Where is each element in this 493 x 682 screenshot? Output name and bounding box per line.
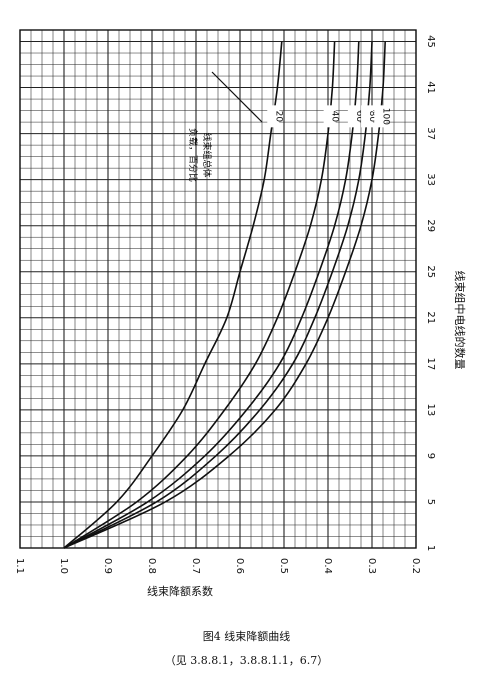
x-tick-label: 13 [425, 403, 436, 416]
series-label-bg-20 [267, 105, 280, 128]
y-tick-label: 0.9 [102, 558, 113, 574]
y-tick-label: 0.6 [234, 558, 245, 574]
y-tick-label: 0.8 [146, 558, 157, 574]
y-tick-label: 0.5 [278, 558, 289, 574]
figure-reference: （见 3.8.8.1，3.8.8.1.1，6.7） [164, 654, 329, 667]
x-tick-label: 29 [425, 219, 436, 232]
grid [19, 29, 417, 549]
y-tick-label: 1.1 [14, 558, 25, 574]
series-line-80 [63, 41, 373, 549]
series-label-bg-60 [347, 105, 360, 128]
series-label-60: 60 [354, 111, 364, 123]
x-tick-label: 1 [425, 545, 436, 551]
x-tick-label: 33 [425, 173, 436, 186]
series-label-bg-80 [361, 105, 374, 128]
figure-caption: 图4 线束降额曲线 [202, 630, 291, 643]
tick-labels: 1 5 9 13 17 21 25 29 33 37 41 45 1.1 1.0 0.9 0.8 0.7 0.6 0… [14, 35, 436, 574]
x-tick-label: 5 [425, 499, 436, 505]
series-label-bg-100 [374, 105, 387, 128]
x-axis-title: 线束组中电线的数量 [453, 271, 467, 370]
y-axis-title: 线束降额系数 [147, 584, 213, 598]
series-line-100 [63, 41, 386, 549]
y-tick-label: 0.4 [322, 558, 333, 574]
x-tick-label: 37 [425, 127, 436, 140]
x-tick-label: 41 [425, 81, 436, 94]
y-tick-label: 0.2 [410, 558, 421, 574]
x-tick-label: 17 [425, 357, 436, 370]
y-tick-label: 1.0 [58, 558, 69, 574]
curves: 20 40 60 80 100 [63, 41, 390, 549]
series-label-80: 80 [367, 111, 377, 123]
series-line-60 [63, 41, 360, 549]
series-group-label-line-1: 线束组总体 [201, 132, 213, 177]
x-tick-label: 45 [425, 35, 436, 48]
series-label-100: 100 [380, 108, 390, 125]
x-tick-label: 21 [425, 311, 436, 324]
x-tick-label: 9 [425, 453, 436, 459]
series-label-bg-40 [323, 105, 336, 128]
plot-frame [19, 29, 417, 549]
series-group-pointer [211, 71, 263, 123]
series-label-40: 40 [330, 111, 340, 123]
series-line-40 [63, 41, 336, 549]
series-line-20 [63, 41, 283, 549]
series-group-label: 线束组总体 负载，百分比 [187, 128, 213, 182]
series-group-label-line-2: 负载，百分比 [187, 128, 199, 182]
x-tick-label: 25 [425, 265, 436, 278]
y-tick-label: 0.7 [190, 558, 201, 574]
series-label-20: 20 [273, 111, 283, 123]
y-tick-label: 0.3 [366, 558, 377, 574]
